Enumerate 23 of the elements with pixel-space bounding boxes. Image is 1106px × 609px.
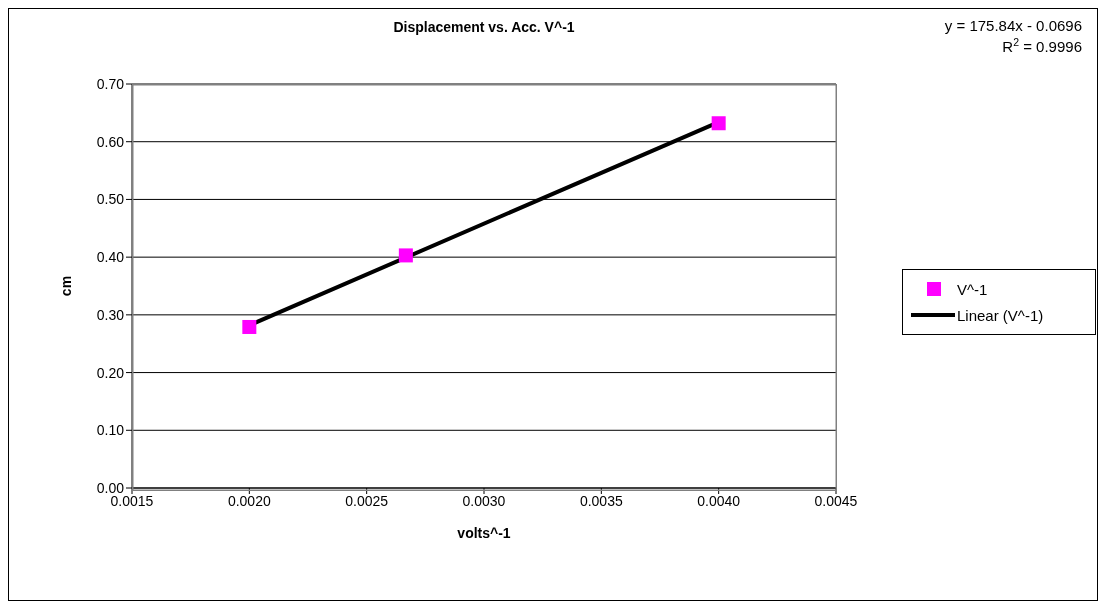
- y-tick-label: 0.50: [96, 191, 125, 208]
- y-tick-label: 0.10: [96, 422, 125, 439]
- point: [242, 319, 257, 334]
- chart-title: Displacement vs. Acc. V^-1: [392, 19, 576, 35]
- y-axis-title: cm: [57, 275, 74, 297]
- legend-label: V^-1: [957, 280, 988, 298]
- y-tick-label: 0.30: [96, 306, 125, 323]
- point: [398, 248, 413, 263]
- y-tick-label: 0.40: [96, 249, 125, 266]
- x-tick-label: 0.0035: [579, 492, 623, 509]
- text: R$^{2}$ = 0.9996: [1002, 36, 1082, 55]
- y-tick-label: 0.60: [96, 133, 125, 150]
- point: [711, 116, 726, 131]
- x-axis-title: volts^-1: [457, 525, 511, 541]
- x-tick-label: 0.0025: [345, 492, 389, 509]
- x-tick-label: 0.0030: [462, 492, 506, 509]
- text: y = 175.84x - 0.0696: [944, 17, 1082, 34]
- y-tick-label: 0.70: [96, 75, 125, 92]
- legend-label: Linear (V^-1): [957, 306, 1044, 324]
- x-tick-label: 0.0040: [697, 492, 741, 509]
- x-tick-label: 0.0045: [814, 492, 858, 509]
- y-tick-label: 0.20: [96, 364, 125, 381]
- x-tick-label: 0.0020: [227, 492, 271, 509]
